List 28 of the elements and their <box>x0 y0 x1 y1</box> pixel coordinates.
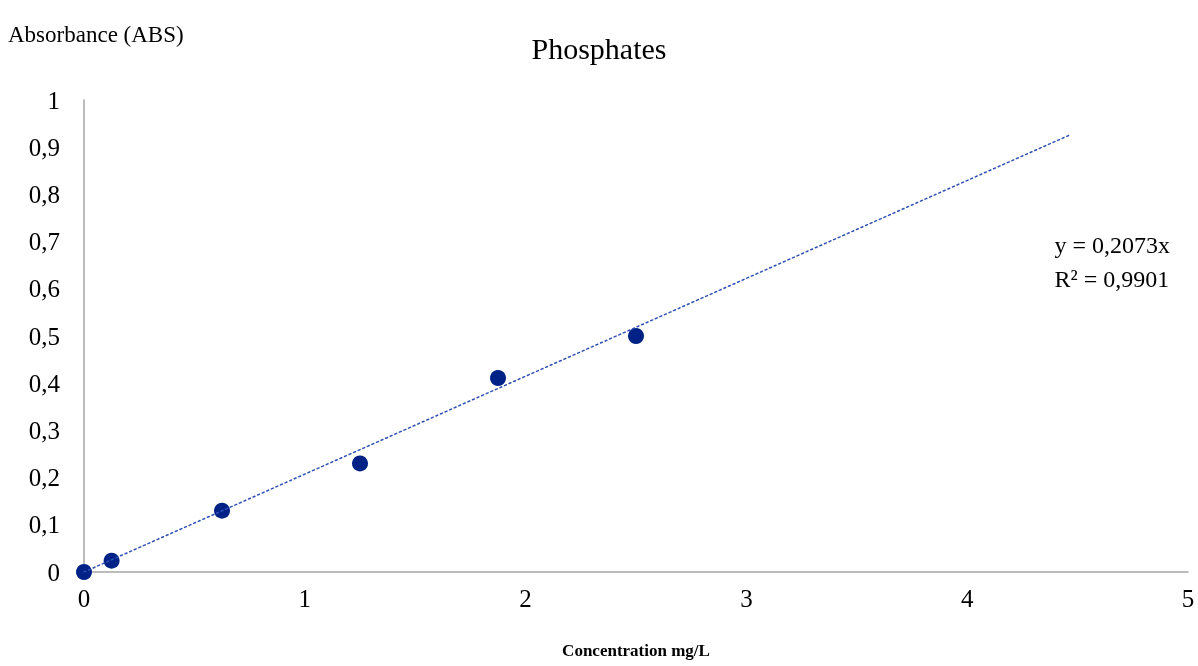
y-tick-label: 1 <box>47 86 60 114</box>
y-tick-label: 0,6 <box>28 275 60 303</box>
x-axis-title: Concentration mg/L <box>562 641 710 660</box>
x-tick-label: 1 <box>298 585 312 612</box>
point <box>214 502 230 519</box>
y-tick-label: 0,7 <box>28 228 60 256</box>
y-tick-label: 0 <box>47 558 60 586</box>
y-tick-label: 0,1 <box>28 511 60 539</box>
point <box>76 564 92 580</box>
x-tick-label: 3 <box>740 585 753 612</box>
x-tick-label: 0 <box>77 585 91 612</box>
y-tick-label: 0,9 <box>28 133 60 161</box>
annotation: y = 0,2073x <box>1054 232 1171 258</box>
point <box>628 328 644 344</box>
y-tick-label: 0,2 <box>28 464 60 492</box>
y-tick-label: 0,3 <box>28 416 60 444</box>
x-tick-label: 2 <box>519 585 532 612</box>
y-axis-title: Absorbance (ABS) <box>8 22 184 47</box>
annotation: R² = 0,9901 <box>1054 266 1170 292</box>
x-tick-label: 5 <box>1181 585 1195 612</box>
y-tick-label: 0,8 <box>28 180 60 208</box>
point <box>490 370 506 386</box>
y-tick-label: 0,4 <box>28 369 61 397</box>
chart-title: Phosphates <box>531 31 667 65</box>
y-tick-label: 0,5 <box>28 322 60 350</box>
x-tick-label: 4 <box>960 585 974 612</box>
point <box>352 455 368 472</box>
point <box>103 552 120 569</box>
